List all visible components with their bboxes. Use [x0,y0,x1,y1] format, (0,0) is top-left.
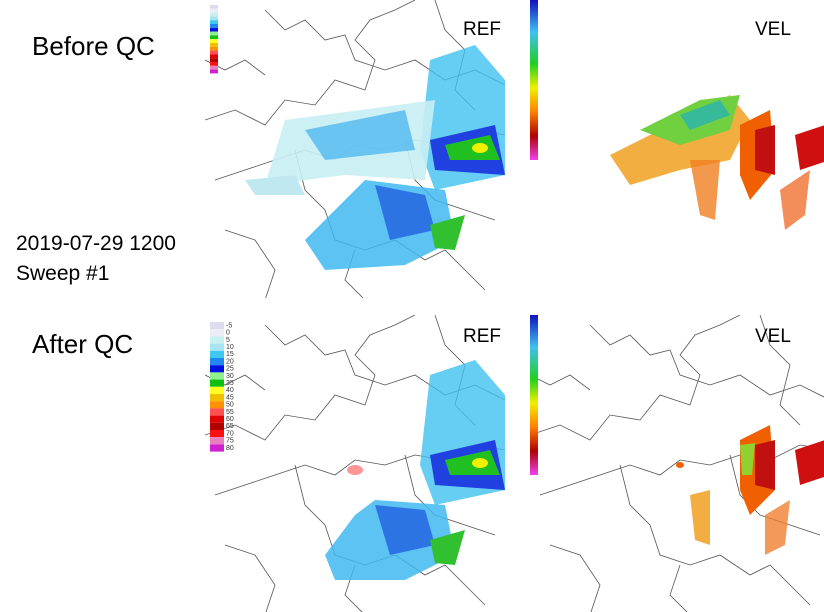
panel-label: VEL [755,326,791,347]
scale-label: 25 [226,366,234,373]
color-swatch [210,12,218,17]
color-swatch [210,58,218,62]
sweep: Sweep #1 [16,262,109,285]
scale-label: 45 [226,394,234,401]
scale-label: 75 [226,438,234,445]
color-swatch [210,50,218,55]
scale-label: 30 [226,373,234,380]
vel-before-panel [530,0,824,230]
color-swatch [210,401,224,409]
color-swatch [210,16,218,21]
color-swatch [210,322,224,330]
color-swatch [210,430,224,438]
color-swatch [210,422,224,430]
scale-label: 15 [226,351,234,358]
color-swatch [210,31,218,36]
color-swatch [210,54,218,59]
scale-label: 60 [226,416,234,423]
timestamp: 2019-07-29 1200 [16,232,176,255]
color-swatch [210,415,224,423]
color-swatch [210,358,224,366]
color-swatch [210,46,218,51]
scale-label: 0 [226,330,230,337]
panel-label: VEL [755,19,791,40]
ref-before-panel [205,0,505,298]
color-swatch [210,43,218,47]
scale-label: 55 [226,409,234,416]
color-swatch [210,5,218,9]
scale-label: 10 [226,344,234,351]
color-swatch [210,27,218,32]
panel-label: REF [463,19,501,40]
scale-label: 80 [226,445,234,452]
color-swatch [210,372,224,380]
scale-label: -5 [226,322,232,329]
scale-label: 20 [226,358,234,365]
color-swatch [210,39,218,43]
row-title: After QC [32,329,133,359]
color-swatch [210,350,224,358]
color-swatch [210,8,218,13]
color-swatch [210,343,224,351]
color-swatch [210,386,224,394]
panel-label: REF [463,326,501,347]
color-swatch [210,394,224,402]
color-swatch [210,65,218,70]
scale-label: 40 [226,387,234,394]
color-swatch [210,62,218,66]
color-swatch [210,444,224,452]
scale-label: 50 [226,402,234,409]
color-swatch [210,329,224,337]
color-swatch [210,20,218,24]
scale-label: 70 [226,430,234,437]
scale-label: 35 [226,380,234,387]
color-swatch [210,35,218,40]
vel-after-panel [530,315,824,612]
ref-after-panel [205,315,505,612]
color-swatch [210,24,218,28]
color-swatch [210,365,224,373]
color-swatch [210,69,218,74]
color-swatch [210,408,224,416]
scale-label: 65 [226,423,234,430]
color-swatch [210,437,224,445]
ref-before-colorbar [210,5,218,74]
row-title: Before QC [32,31,155,61]
color-swatch [210,379,224,387]
color-swatch [210,336,224,344]
scale-label: 5 [226,337,230,344]
